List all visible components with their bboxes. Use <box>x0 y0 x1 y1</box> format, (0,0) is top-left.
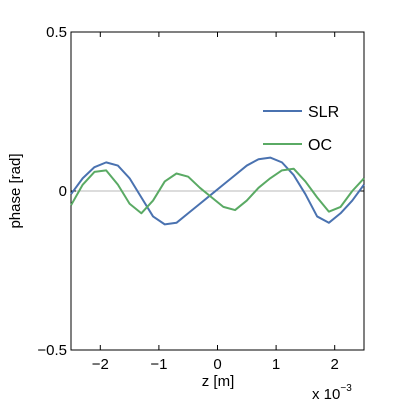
x-tick-label: 1 <box>272 356 280 373</box>
x-tick-label: 2 <box>331 356 339 373</box>
x-tick-label: −2 <box>92 356 109 373</box>
x-tick-label: −1 <box>150 356 167 373</box>
legend-label-slr: SLR <box>308 104 339 121</box>
x-multiplier-exponent: −3 <box>340 383 352 394</box>
tick-layer: −2 −1 0 1 2 −0.5 0 0.5 <box>37 24 364 373</box>
y-axis-label: phase [rad] <box>7 153 24 228</box>
x-axis-multiplier: x 10−3 <box>312 383 352 403</box>
y-tick-label: −0.5 <box>37 342 67 359</box>
y-tick-label: 0.5 <box>46 24 67 41</box>
y-tick-label: 0 <box>59 183 67 200</box>
legend: SLR OC <box>263 104 339 154</box>
series-line-oc <box>70 167 365 215</box>
x-tick-label: 0 <box>213 356 221 373</box>
series-line-slr <box>70 156 365 226</box>
x-axis-label: z [m] <box>202 373 235 390</box>
x-multiplier-base: x 10 <box>312 386 340 403</box>
legend-label-oc: OC <box>308 137 332 154</box>
series-layer <box>70 156 365 226</box>
